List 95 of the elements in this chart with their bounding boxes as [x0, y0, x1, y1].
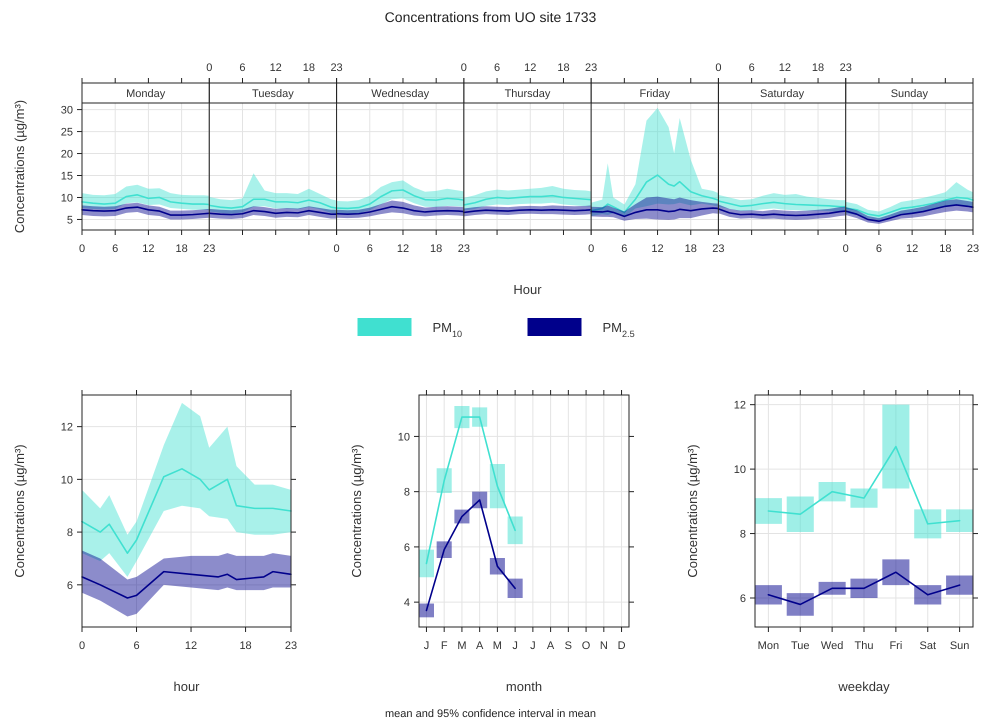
- chart-title: Sunday: [890, 88, 929, 100]
- y-axis-title: Concentrations (µg/m³): [349, 444, 364, 578]
- x-tick-label: 0: [78, 640, 86, 652]
- x-tick-label: 0: [588, 243, 594, 255]
- x-tick-label: Sat: [919, 640, 936, 652]
- x-tick-label: 18: [239, 640, 252, 652]
- y-tick-label: 6: [404, 542, 410, 554]
- y-tick-label: 10: [398, 431, 410, 444]
- x-tick-label: Fri: [889, 640, 902, 652]
- y-tick-label: 20: [60, 148, 73, 161]
- y-tick-label: 30: [60, 104, 73, 117]
- y-tick-label: 5: [66, 214, 73, 226]
- x2-tick-label: 0: [206, 62, 212, 74]
- x2-tick-label: 23: [840, 62, 852, 74]
- x-tick-label: 23: [966, 243, 980, 255]
- x2-tick-label: 23: [330, 62, 343, 74]
- y-tick-label: 8: [66, 527, 73, 540]
- x2-tick-label: 6: [748, 62, 755, 74]
- x-tick-label: J: [424, 640, 430, 652]
- x-tick-label: Thu: [854, 640, 874, 652]
- y-tick-label: 6: [66, 580, 73, 592]
- x-tick-label: Mon: [758, 640, 780, 652]
- y-tick-label: 8: [404, 486, 410, 499]
- y-axis-title: Concentrations (µg/m³): [12, 444, 27, 578]
- x-tick-label: 23: [203, 243, 216, 255]
- x2-tick-label: 18: [812, 62, 824, 74]
- x-axis-title: weekday: [837, 679, 890, 694]
- x-tick-label: Sun: [950, 640, 970, 652]
- x-axis-title: hour: [173, 679, 200, 694]
- y-tick-label: 10: [60, 192, 73, 204]
- x-tick-label: J: [512, 640, 518, 652]
- x-tick-label: 6: [876, 243, 882, 255]
- y-tick-label: 25: [60, 126, 73, 139]
- x2-tick-label: 0: [715, 62, 722, 74]
- y-tick-label: 10: [60, 474, 73, 486]
- x-axis-title: Hour: [513, 282, 542, 297]
- chart-title: Saturday: [760, 88, 805, 100]
- x-tick-label: 12: [906, 243, 918, 255]
- x2-tick-label: 0: [460, 62, 467, 74]
- text: Concentrations from UO site 1733: [384, 9, 597, 25]
- y-tick-label: 12: [734, 400, 746, 412]
- x2-tick-label: 12: [778, 62, 791, 74]
- x2-tick-label: 23: [585, 62, 598, 74]
- legend-label: PM$_{10}$: [432, 320, 462, 339]
- x-tick-label: M: [457, 640, 467, 652]
- chart-title: Thursday: [504, 88, 551, 100]
- y-tick-label: 4: [404, 597, 410, 610]
- text: mean and 95% confidence interval in mean: [385, 708, 596, 720]
- chart-title: Friday: [640, 88, 671, 100]
- x-tick-label: 18: [939, 243, 952, 255]
- y-axis-title: Concentrations (µg/m³): [685, 444, 700, 578]
- x-tick-label: A: [546, 640, 555, 652]
- x-tick-label: 6: [621, 243, 628, 255]
- x-tick-label: M: [492, 640, 502, 652]
- y-tick-label: 10: [734, 464, 746, 476]
- x-tick-label: 6: [112, 243, 118, 255]
- x2-tick-label: 6: [494, 62, 500, 74]
- x-tick-label: S: [564, 640, 572, 652]
- x-tick-label: J: [530, 640, 536, 652]
- chart-title: Wednesday: [371, 88, 430, 100]
- legend-label: PM$_{2.5}$: [602, 320, 635, 339]
- x-tick-label: D: [618, 640, 626, 652]
- x-tick-label: 18: [684, 243, 697, 255]
- x-tick-label: 12: [184, 640, 198, 652]
- x-tick-label: 23: [712, 243, 725, 255]
- x-tick-label: 0: [334, 243, 340, 255]
- x-axis-title: month: [506, 679, 542, 694]
- chart-title: Tuesday: [252, 88, 294, 100]
- y-tick-label: 8: [740, 528, 746, 541]
- x-tick-label: N: [600, 640, 608, 652]
- x-tick-label: 6: [133, 640, 140, 652]
- x-tick-label: F: [440, 640, 448, 652]
- x-tick-label: 23: [284, 640, 298, 652]
- x-tick-label: A: [476, 640, 484, 652]
- x-tick-label: 0: [78, 243, 86, 255]
- x-tick-label: O: [582, 640, 591, 652]
- x2-tick-label: 6: [239, 62, 246, 74]
- x-tick-label: Wed: [820, 640, 844, 652]
- x-tick-label: 0: [842, 243, 849, 255]
- x-tick-label: Tue: [790, 640, 810, 652]
- x-tick-label: 6: [366, 243, 373, 255]
- x-tick-label: 23: [458, 243, 470, 255]
- x2-tick-label: 12: [270, 62, 282, 74]
- chart-title: Monday: [126, 88, 166, 100]
- x2-tick-label: 18: [302, 62, 316, 74]
- x-tick-label: 12: [142, 243, 155, 255]
- y-tick-label: 12: [60, 422, 73, 434]
- x2-tick-label: 18: [557, 62, 570, 74]
- y-tick-label: 15: [60, 170, 73, 183]
- x-tick-label: 18: [175, 243, 188, 255]
- x-tick-label: 18: [430, 243, 442, 255]
- y-tick-label: 6: [740, 593, 746, 605]
- y-axis-title: Concentrations (µg/m³): [12, 100, 27, 234]
- x2-tick-label: 12: [524, 62, 536, 74]
- x-tick-label: 12: [651, 243, 664, 255]
